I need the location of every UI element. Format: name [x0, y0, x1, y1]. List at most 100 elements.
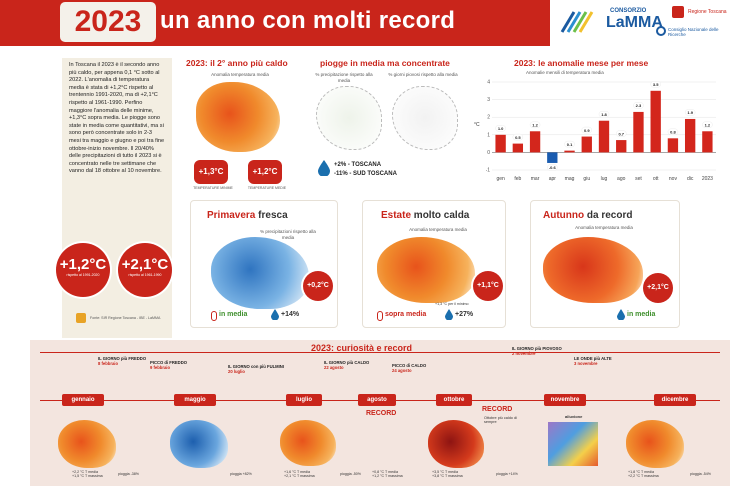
x-tick-label: ott — [653, 176, 659, 182]
event-hottest-day: IL GIORNO più CALDO 22 agosto — [324, 360, 370, 370]
record-label-2: RECORD — [482, 406, 513, 413]
rain-south-line: -11% - SUD TOSCANA — [334, 171, 397, 177]
bar — [633, 111, 644, 153]
x-tick-label: nov — [669, 176, 678, 182]
cnr-label: Consiglio Nazionale delle Ricerche — [668, 27, 719, 37]
anomaly-caption-1: rispetto al 1991-2020 — [66, 273, 100, 277]
x-tick-label: apr — [549, 176, 557, 182]
month-agosto: agosto — [358, 394, 396, 406]
data-label-bg — [633, 102, 644, 109]
chart-svg: -1 0 1 2 3 4 1.0 gen 0.5 feb 1.2 mar -0.6 apr 0.1 mag 0.… — [486, 80, 716, 182]
spring-subtitle: % precipitazioni rispetto alla media — [260, 229, 316, 240]
spring-title-a: Primavera — [207, 210, 256, 221]
bar — [547, 152, 558, 163]
intro-text: In Toscana il 2023 è il secondo anno più… — [69, 62, 165, 175]
page-title: un anno con molti record — [160, 7, 456, 34]
data-label-bg — [702, 121, 713, 128]
summer-title-b: molto calda — [413, 210, 470, 221]
rain-percent-map — [316, 86, 382, 150]
data-label-bg — [529, 121, 541, 128]
bar — [529, 131, 541, 153]
spring-status: in media — [219, 311, 248, 318]
x-tick-label: ago — [617, 176, 626, 182]
event-coldest-day: IL GIORNO più FREDDO 8 febbraio — [98, 356, 147, 366]
autumn-anomaly-map — [543, 237, 643, 303]
data-label-bg — [512, 133, 523, 141]
data-label-bg — [685, 109, 696, 116]
data-label-bg — [598, 111, 610, 118]
bar — [512, 143, 524, 153]
gennaio-map — [58, 420, 116, 468]
chart-subtitle: Anomalie mensili di temperatura media — [526, 70, 604, 75]
bar — [616, 140, 627, 153]
data-label: 1.9 — [687, 110, 693, 115]
bar — [667, 138, 679, 153]
data-label: 0.5 — [515, 135, 521, 140]
anomaly-circle-1961: +2,1°C rispetto al 1961-1990 — [118, 243, 172, 297]
thermometer-icon — [377, 311, 383, 321]
source-logo-icon — [76, 313, 86, 323]
month-ottobre: ottobre — [436, 394, 472, 406]
dicembre-map — [626, 420, 684, 468]
data-label: 2.3 — [636, 103, 642, 108]
data-label: 0.1 — [567, 142, 573, 147]
ottobre-rain: pioggia +14% — [496, 472, 518, 476]
bar — [650, 90, 661, 153]
bar — [581, 136, 592, 153]
timeline-line-top — [40, 352, 720, 353]
month-luglio: luglio — [286, 394, 322, 406]
data-label-bg — [650, 81, 661, 88]
autumn-title-b: da record — [586, 210, 633, 221]
luglio-stats: +1,6 °C T media +2,1 °C T massima — [284, 470, 315, 479]
maggio-rain: pioggia +82% — [230, 472, 252, 476]
data-label-bg — [667, 128, 679, 135]
spring-anomaly-badge: +0,2°C — [303, 271, 333, 301]
rain-days-map — [392, 86, 458, 150]
regione-label: Regione Toscana — [688, 9, 727, 15]
chart-y-label: °C — [474, 122, 480, 128]
novembre-rain-map — [548, 422, 598, 466]
x-tick-label: giu — [583, 176, 590, 182]
y-tick-label: 3 — [487, 97, 490, 103]
data-label: 0.9 — [584, 128, 590, 133]
data-label: 1.0 — [498, 126, 504, 131]
min-temp-caption: TEMPERATURE MINIME — [193, 186, 233, 190]
ottobre-record-label: Ottobre più caldo di sempre — [484, 416, 517, 424]
data-label-bg — [616, 130, 627, 137]
timeline-title: 2023: curiosità e record — [311, 343, 413, 353]
event-cold-peak: PICCO di FREDDO 9 febbraio — [150, 360, 187, 370]
cnr-logo-icon — [656, 26, 666, 36]
heat-section-subtitle: Anomalia temperatura media — [211, 72, 269, 77]
month-maggio: maggio — [174, 394, 216, 406]
data-label-bg — [564, 140, 575, 148]
bar — [564, 150, 575, 153]
x-tick-label: mar — [531, 176, 540, 182]
regione-toscana-logo-icon — [672, 6, 684, 18]
data-label: 1.8 — [601, 112, 607, 117]
anomaly-value-1: +1,2°C — [59, 256, 107, 273]
anomaly-value-2: +2,1°C — [121, 256, 169, 273]
y-tick-label: -1 — [486, 168, 490, 174]
event-lightning: IL GIORNO con più FULMINI 20 luglio — [228, 364, 284, 374]
dicembre-rain: pioggia -54% — [690, 472, 711, 476]
record-label-1: RECORD — [366, 410, 397, 417]
y-tick-label: 0 — [487, 150, 490, 156]
summer-anomaly-badge: +1,1°C — [473, 271, 503, 301]
data-label: 0.8 — [670, 130, 676, 135]
data-label: 1.2 — [532, 122, 538, 127]
summer-rain-value: +27% — [455, 311, 474, 318]
maggio-map — [170, 420, 228, 468]
spring-card: Primavera fresca % precipitazioni rispet… — [190, 200, 338, 328]
rain-subtitle-1: % precipitazione rispetto alla media — [315, 72, 373, 83]
anomaly-circle-1991: +1,2°C rispetto al 1991-2020 — [56, 243, 110, 297]
bar — [684, 118, 696, 153]
spring-rain-map — [211, 237, 309, 309]
summer-anomaly-map — [377, 237, 475, 303]
x-tick-label: feb — [514, 176, 521, 182]
thermometer-icon — [211, 311, 217, 321]
summer-status: sopra media — [385, 311, 427, 318]
summer-card: Estate molto calda Anomalia temperatura … — [362, 200, 506, 328]
autumn-status: in media — [627, 311, 656, 318]
mean-temp-badge: +1,2°C — [248, 160, 282, 184]
luglio-map — [280, 420, 336, 466]
